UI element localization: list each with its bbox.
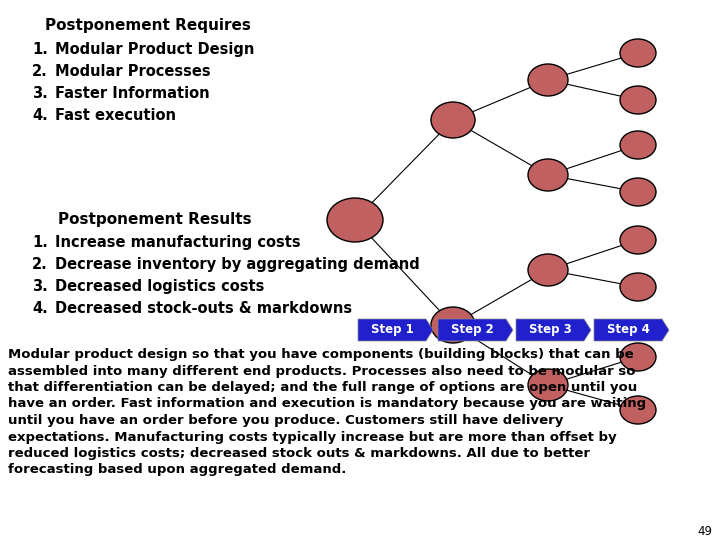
Ellipse shape bbox=[431, 102, 475, 138]
Text: Modular product design so that you have components (building blocks) that can be: Modular product design so that you have … bbox=[8, 348, 646, 476]
Text: Step 4: Step 4 bbox=[606, 323, 649, 336]
Text: Fast execution: Fast execution bbox=[55, 108, 176, 123]
Text: Decreased stock-outs & markdowns: Decreased stock-outs & markdowns bbox=[55, 301, 352, 316]
Ellipse shape bbox=[528, 254, 568, 286]
Text: Postponement Results: Postponement Results bbox=[58, 212, 251, 227]
Ellipse shape bbox=[620, 178, 656, 206]
Ellipse shape bbox=[620, 226, 656, 254]
Text: Modular Processes: Modular Processes bbox=[55, 64, 211, 79]
Ellipse shape bbox=[620, 343, 656, 371]
Polygon shape bbox=[594, 319, 669, 341]
Ellipse shape bbox=[620, 86, 656, 114]
Ellipse shape bbox=[528, 64, 568, 96]
Text: Step 1: Step 1 bbox=[371, 323, 413, 336]
Text: 4.: 4. bbox=[32, 301, 48, 316]
Text: Decrease inventory by aggregating demand: Decrease inventory by aggregating demand bbox=[55, 257, 420, 272]
Text: 49: 49 bbox=[697, 525, 712, 538]
Text: 2.: 2. bbox=[32, 257, 48, 272]
Text: Decreased logistics costs: Decreased logistics costs bbox=[55, 279, 264, 294]
Text: 1.: 1. bbox=[32, 235, 48, 250]
Text: 4.: 4. bbox=[32, 108, 48, 123]
Text: Step 2: Step 2 bbox=[451, 323, 493, 336]
Ellipse shape bbox=[528, 369, 568, 401]
Polygon shape bbox=[516, 319, 591, 341]
Text: Modular Product Design: Modular Product Design bbox=[55, 42, 254, 57]
Ellipse shape bbox=[620, 39, 656, 67]
Text: 2.: 2. bbox=[32, 64, 48, 79]
Polygon shape bbox=[358, 319, 433, 341]
Ellipse shape bbox=[620, 273, 656, 301]
Text: Step 3: Step 3 bbox=[528, 323, 572, 336]
Text: Increase manufacturing costs: Increase manufacturing costs bbox=[55, 235, 301, 250]
Ellipse shape bbox=[528, 159, 568, 191]
Text: Postponement Requires: Postponement Requires bbox=[45, 18, 251, 33]
Polygon shape bbox=[438, 319, 513, 341]
Text: Faster Information: Faster Information bbox=[55, 86, 210, 101]
Ellipse shape bbox=[327, 198, 383, 242]
Ellipse shape bbox=[620, 396, 656, 424]
Text: 3.: 3. bbox=[32, 279, 48, 294]
Ellipse shape bbox=[431, 307, 475, 343]
Text: 1.: 1. bbox=[32, 42, 48, 57]
Ellipse shape bbox=[620, 131, 656, 159]
Text: 3.: 3. bbox=[32, 86, 48, 101]
